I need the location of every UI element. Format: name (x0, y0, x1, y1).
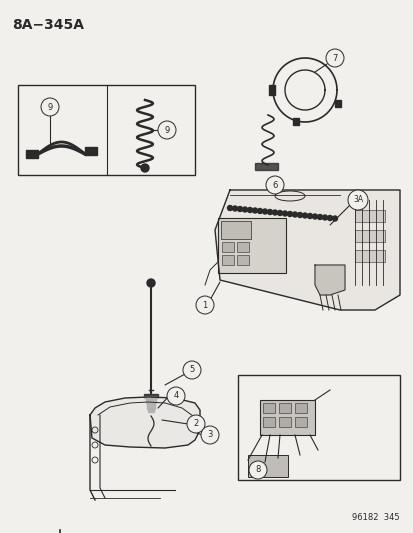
Bar (354, 230, 384, 242)
Polygon shape (85, 147, 97, 155)
Polygon shape (147, 404, 154, 409)
Bar (221, 221, 250, 239)
Circle shape (307, 214, 312, 219)
Polygon shape (314, 265, 344, 295)
Polygon shape (292, 118, 298, 125)
Bar (236, 242, 248, 252)
Polygon shape (26, 150, 38, 158)
Polygon shape (214, 190, 399, 310)
Circle shape (327, 215, 332, 221)
Text: 1: 1 (202, 301, 207, 310)
Bar (262, 403, 274, 413)
Circle shape (183, 361, 201, 379)
Circle shape (237, 206, 242, 212)
Circle shape (277, 211, 282, 215)
Bar (294, 403, 306, 413)
Text: 6: 6 (272, 181, 277, 190)
Bar (262, 417, 274, 427)
Bar (237, 375, 399, 480)
Text: 3A: 3A (352, 196, 362, 205)
Circle shape (325, 49, 343, 67)
Circle shape (187, 415, 204, 433)
Polygon shape (268, 85, 274, 95)
Circle shape (266, 176, 283, 194)
Text: 3: 3 (207, 431, 212, 440)
Text: 9: 9 (164, 125, 169, 134)
Bar (221, 242, 233, 252)
Bar (221, 255, 233, 265)
Circle shape (227, 206, 232, 211)
Text: 8A−345A: 8A−345A (12, 18, 84, 32)
Bar (236, 255, 248, 265)
Circle shape (267, 209, 272, 214)
Circle shape (232, 206, 237, 211)
Circle shape (272, 210, 277, 215)
Bar (259, 400, 314, 435)
Circle shape (201, 426, 218, 444)
Bar (247, 455, 287, 477)
Circle shape (41, 98, 59, 116)
Bar (18, 85, 195, 175)
Circle shape (147, 279, 154, 287)
Bar (218, 218, 285, 273)
Polygon shape (334, 100, 340, 107)
Circle shape (166, 387, 185, 405)
Circle shape (292, 212, 297, 217)
Text: 5: 5 (189, 366, 194, 375)
Circle shape (141, 164, 149, 172)
Circle shape (312, 214, 317, 219)
Circle shape (158, 121, 176, 139)
Text: 96182  345: 96182 345 (351, 513, 399, 522)
Text: 4: 4 (173, 392, 178, 400)
Circle shape (262, 209, 267, 214)
Polygon shape (147, 409, 154, 412)
Circle shape (257, 208, 262, 214)
Circle shape (302, 213, 307, 218)
Circle shape (247, 207, 252, 213)
Circle shape (282, 211, 287, 216)
Circle shape (242, 207, 247, 212)
Bar (278, 417, 290, 427)
Bar (294, 417, 306, 427)
Text: 9: 9 (47, 102, 52, 111)
Bar (354, 210, 384, 222)
Polygon shape (146, 399, 156, 403)
Circle shape (317, 214, 322, 220)
Circle shape (347, 190, 367, 210)
Bar (278, 403, 290, 413)
Circle shape (322, 215, 327, 220)
Polygon shape (144, 394, 158, 398)
Circle shape (287, 212, 292, 216)
Bar (354, 250, 384, 262)
Text: 7: 7 (332, 53, 337, 62)
Circle shape (297, 213, 302, 217)
Circle shape (332, 216, 337, 221)
Text: 2: 2 (193, 419, 198, 429)
Circle shape (248, 461, 266, 479)
Text: 8: 8 (255, 465, 260, 474)
Polygon shape (90, 397, 199, 448)
Circle shape (252, 208, 257, 213)
Circle shape (195, 296, 214, 314)
Polygon shape (254, 163, 277, 170)
